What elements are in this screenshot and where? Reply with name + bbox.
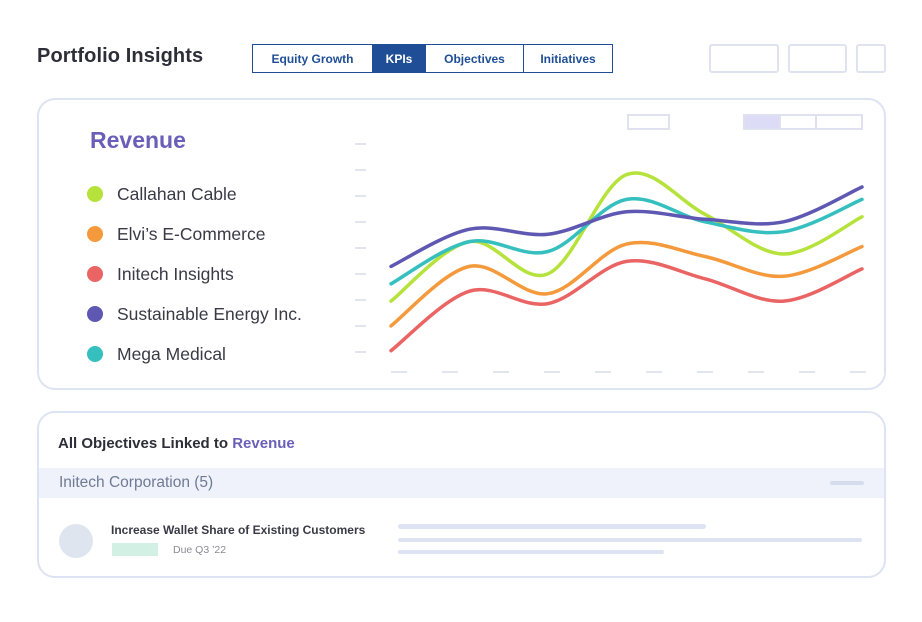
tab-kpis[interactable]: KPIs [373, 45, 426, 72]
avatar [59, 524, 93, 558]
header-action-button-2[interactable] [788, 44, 847, 73]
objectives-heading-prefix: All Objectives Linked to [58, 435, 229, 452]
chart-series [389, 171, 864, 353]
tab-equity-growth[interactable]: Equity Growth [253, 45, 373, 72]
chart-legend: Callahan Cable Elvi’s E-Commerce Initech… [87, 174, 302, 374]
revenue-line-chart [355, 130, 884, 376]
kpi-tabs: Equity Growth KPIs Objectives Initiative… [252, 44, 613, 73]
objectives-card: All Objectives Linked to Revenue Initech… [37, 411, 886, 578]
legend-dot [87, 346, 103, 362]
chart-view-option[interactable] [781, 116, 817, 128]
chart-range-select[interactable] [627, 114, 670, 130]
kpi-title: Revenue [90, 127, 186, 153]
progress-placeholder-line [398, 538, 862, 542]
chart-view-option[interactable] [745, 116, 781, 128]
tab-objectives[interactable]: Objectives [426, 45, 524, 72]
progress-placeholder-line [398, 550, 664, 554]
company-group-label: Initech Corporation (5) [59, 474, 214, 491]
page-title: Portfolio Insights [37, 45, 204, 67]
header-menu-button[interactable] [856, 44, 886, 73]
legend-item[interactable]: Sustainable Energy Inc. [87, 294, 302, 334]
legend-dot [87, 266, 103, 282]
legend-item[interactable]: Callahan Cable [87, 174, 302, 214]
series-line-sustainable-energy-inc [389, 185, 864, 269]
collapse-handle[interactable] [830, 481, 864, 485]
legend-dot [87, 306, 103, 322]
legend-item[interactable]: Initech Insights [87, 254, 302, 294]
tab-initiatives[interactable]: Initiatives [524, 45, 612, 72]
legend-label: Initech Insights [117, 263, 234, 284]
legend-label: Mega Medical [117, 343, 226, 364]
legend-item[interactable]: Elvi’s E-Commerce [87, 214, 302, 254]
company-group-header[interactable]: Initech Corporation (5) [39, 468, 884, 498]
objective-due-date: Due Q3 ’22 [173, 544, 227, 556]
header-action-button-1[interactable] [709, 44, 779, 73]
objectives-heading: All Objectives Linked to Revenue [58, 435, 295, 452]
legend-label: Elvi’s E-Commerce [117, 223, 266, 244]
series-line-initech-insights [389, 258, 864, 353]
y-axis [355, 143, 366, 353]
legend-item[interactable]: Mega Medical [87, 334, 302, 374]
legend-dot [87, 186, 103, 202]
series-line-elvi-s-e-commerce [389, 240, 864, 328]
legend-label: Callahan Cable [117, 183, 237, 204]
kpi-chart-card: Revenue Callahan Cable Elvi’s E-Commerce… [37, 98, 886, 390]
legend-dot [87, 226, 103, 242]
series-line-mega-medical [389, 196, 864, 286]
progress-placeholder-line [398, 524, 706, 529]
status-badge [112, 543, 158, 556]
chart-plot-area [357, 130, 884, 376]
objectives-heading-kpi: Revenue [232, 435, 295, 452]
chart-view-toggle [743, 114, 863, 130]
objective-title[interactable]: Increase Wallet Share of Existing Custom… [111, 523, 366, 537]
legend-label: Sustainable Energy Inc. [117, 303, 302, 324]
